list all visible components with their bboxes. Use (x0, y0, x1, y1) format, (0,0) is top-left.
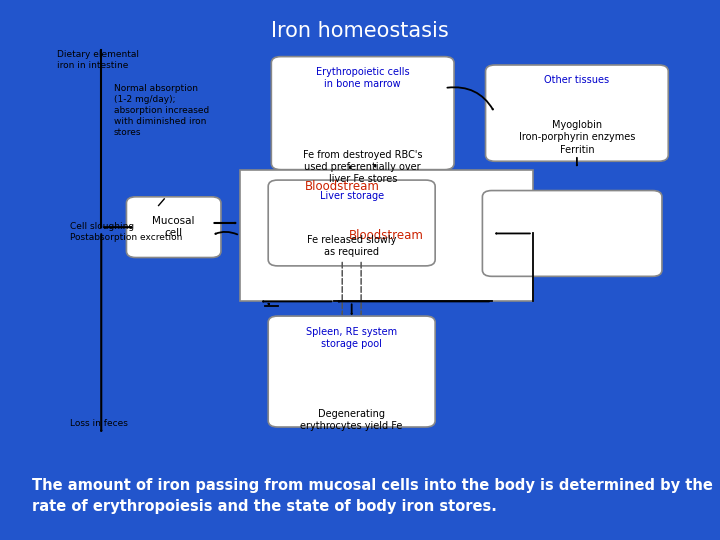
Text: Degenerating
erythrocytes yield Fe: Degenerating erythrocytes yield Fe (300, 409, 403, 431)
Text: Bloodstream: Bloodstream (349, 229, 424, 242)
FancyBboxPatch shape (240, 170, 533, 301)
Text: Dietary elemental
iron in intestine: Dietary elemental iron in intestine (57, 50, 139, 70)
FancyBboxPatch shape (271, 57, 454, 170)
FancyBboxPatch shape (268, 316, 435, 427)
Text: Normal absorption
(1-2 mg/day);
absorption increased
with diminished iron
stores: Normal absorption (1-2 mg/day); absorpti… (114, 84, 209, 137)
Text: Bloodstream: Bloodstream (305, 180, 380, 193)
FancyBboxPatch shape (127, 197, 221, 258)
Text: Loss in feces: Loss in feces (70, 418, 127, 428)
Text: Erythropoietic cells
in bone marrow: Erythropoietic cells in bone marrow (316, 67, 410, 89)
FancyBboxPatch shape (485, 65, 668, 161)
Text: rate of erythropoiesis and the state of body iron stores.: rate of erythropoiesis and the state of … (32, 500, 498, 515)
Text: Cell sloughing
Postabsorption excretion: Cell sloughing Postabsorption excretion (70, 222, 182, 242)
Text: Myoglobin
Iron-porphyrin enzymes
Ferritin: Myoglobin Iron-porphyrin enzymes Ferriti… (518, 120, 635, 154)
Text: Mucosal
cell: Mucosal cell (153, 216, 195, 238)
FancyBboxPatch shape (268, 180, 435, 266)
Text: Other tissues: Other tissues (544, 76, 609, 85)
Text: Iron homeostasis: Iron homeostasis (271, 21, 449, 40)
Text: The amount of iron passing from mucosal cells into the body is determined by the: The amount of iron passing from mucosal … (32, 478, 714, 493)
Text: Liver storage: Liver storage (320, 191, 384, 200)
Text: Spleen, RE system
storage pool: Spleen, RE system storage pool (306, 327, 397, 348)
FancyBboxPatch shape (482, 191, 662, 276)
Text: Fe from destroyed RBC's
used preferentially over
liver Fe stores: Fe from destroyed RBC's used preferentia… (303, 150, 423, 184)
Text: Fe released slowly
as required: Fe released slowly as required (307, 235, 397, 258)
